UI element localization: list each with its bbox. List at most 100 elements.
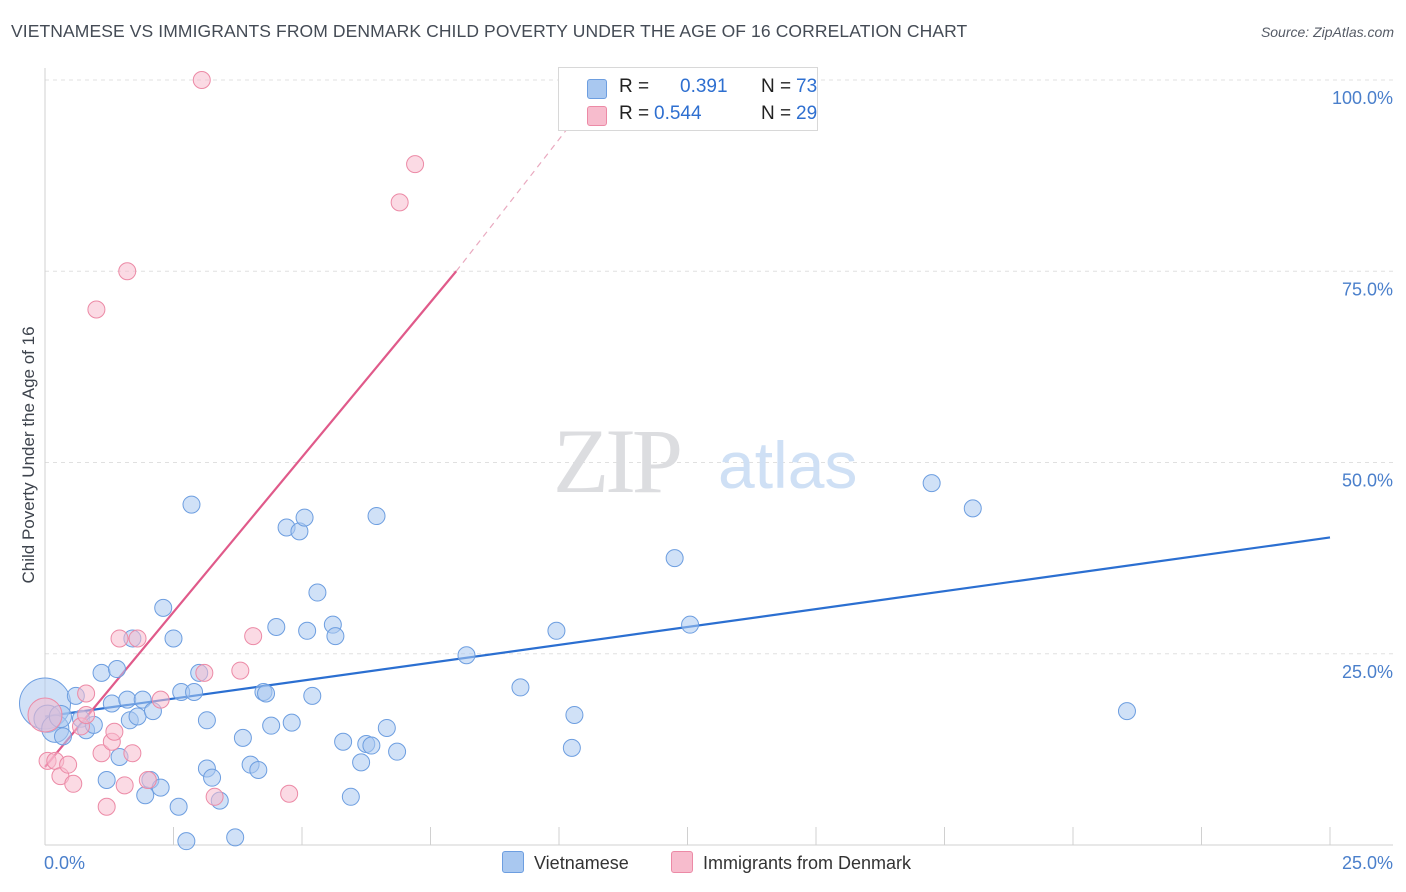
data-point [77,705,96,724]
data-point [406,155,425,174]
legend-r-value: 0.391 [680,76,728,97]
data-point [92,663,111,682]
trend-line-denmark [44,270,458,768]
data-point [177,832,196,851]
data-point [27,697,63,733]
source-label: Source: ZipAtlas.com [1260,24,1394,40]
correlation-legend: R = 0.391 N = 73 R = 0.544 N = 29 [558,67,818,131]
data-point [367,507,386,526]
data-point [295,508,314,527]
data-point [169,797,188,816]
data-point [282,713,301,732]
data-point [362,736,381,755]
data-point [123,744,142,763]
data-point [97,797,116,816]
data-point [457,646,476,665]
y-tick-label: 75.0% [1342,279,1393,299]
data-point [185,683,204,701]
bottom-legend-denmark: Immigrants from Denmark [671,851,911,874]
data-point [164,629,183,648]
data-point [334,732,353,751]
data-point [388,742,407,761]
data-point [665,549,684,568]
legend-r-value: 0.544 [654,103,702,124]
data-point [963,499,982,518]
series-vietnamese-points [19,474,1136,851]
data-point [562,738,581,757]
data-point [298,621,317,640]
data-point [115,776,134,795]
data-point [118,262,137,281]
data-point [151,690,170,709]
watermark: ZIP atlas [553,410,857,512]
data-point [249,761,268,780]
data-point [547,621,566,640]
bottom-legend-swatch-vietnamese [502,851,524,873]
data-point [377,718,396,737]
data-point [565,705,584,724]
data-point [92,744,111,763]
data-point [303,686,322,705]
data-point [233,728,252,747]
data-point [118,690,137,709]
data-point [97,770,116,789]
legend-n-value: 73 [796,76,818,97]
data-point [110,629,129,648]
y-tick-labels: 25.0% 50.0% 75.0% 100.0% [1332,88,1393,682]
gridlines [45,79,1393,655]
legend-n-label: N = [761,103,792,124]
data-point [244,627,263,646]
data-point [203,768,222,787]
y-axis-label: Child Poverty Under the Age of 16 [19,326,38,583]
data-point [87,300,106,319]
x-tick-labels: 0.0% 25.0% [44,853,1393,873]
data-point [77,684,96,703]
data-point [154,598,173,617]
data-point [107,660,126,679]
data-point [192,71,211,89]
chart-title: VIETNAMESE VS IMMIGRANTS FROM DENMARK CH… [11,21,968,41]
y-tick-label: 50.0% [1342,471,1393,491]
data-point [257,684,276,703]
legend-swatch-vietnamese [587,79,607,99]
data-point [326,627,345,646]
data-point [136,786,155,805]
data-point [231,661,250,680]
data-point [390,193,409,212]
legend-n-value: 29 [796,103,818,124]
data-point [341,787,360,806]
data-point [102,694,121,713]
series-denmark-points [27,71,425,816]
data-point [922,474,941,493]
legend-r-label: R = [619,103,650,124]
x-tick-label: 25.0% [1342,853,1393,873]
data-point [59,755,78,774]
x-tick-label: 0.0% [44,853,85,873]
data-point [195,663,214,682]
data-point [226,828,245,847]
data-point [197,711,216,730]
data-point [267,617,286,636]
data-points [19,71,1136,851]
data-point [53,727,72,746]
data-point [182,495,201,514]
data-point [128,707,147,726]
data-point [352,753,371,772]
data-point [133,690,152,709]
legend-r-label: R = [619,76,650,97]
bottom-legend-label-vietnamese: Vietnamese [534,853,629,873]
watermark-atlas: atlas [718,428,857,502]
watermark-zip: ZIP [553,410,680,512]
data-point [1117,702,1136,721]
legend-swatch-denmark [587,106,607,126]
data-point [205,787,224,806]
data-point [64,774,83,793]
data-point [308,583,327,602]
data-point [138,770,157,789]
bottom-legend-swatch-denmark [671,851,693,873]
legend-n-label: N = [761,76,792,97]
y-tick-label: 25.0% [1342,662,1393,682]
data-point [681,615,700,634]
data-point [105,722,124,741]
